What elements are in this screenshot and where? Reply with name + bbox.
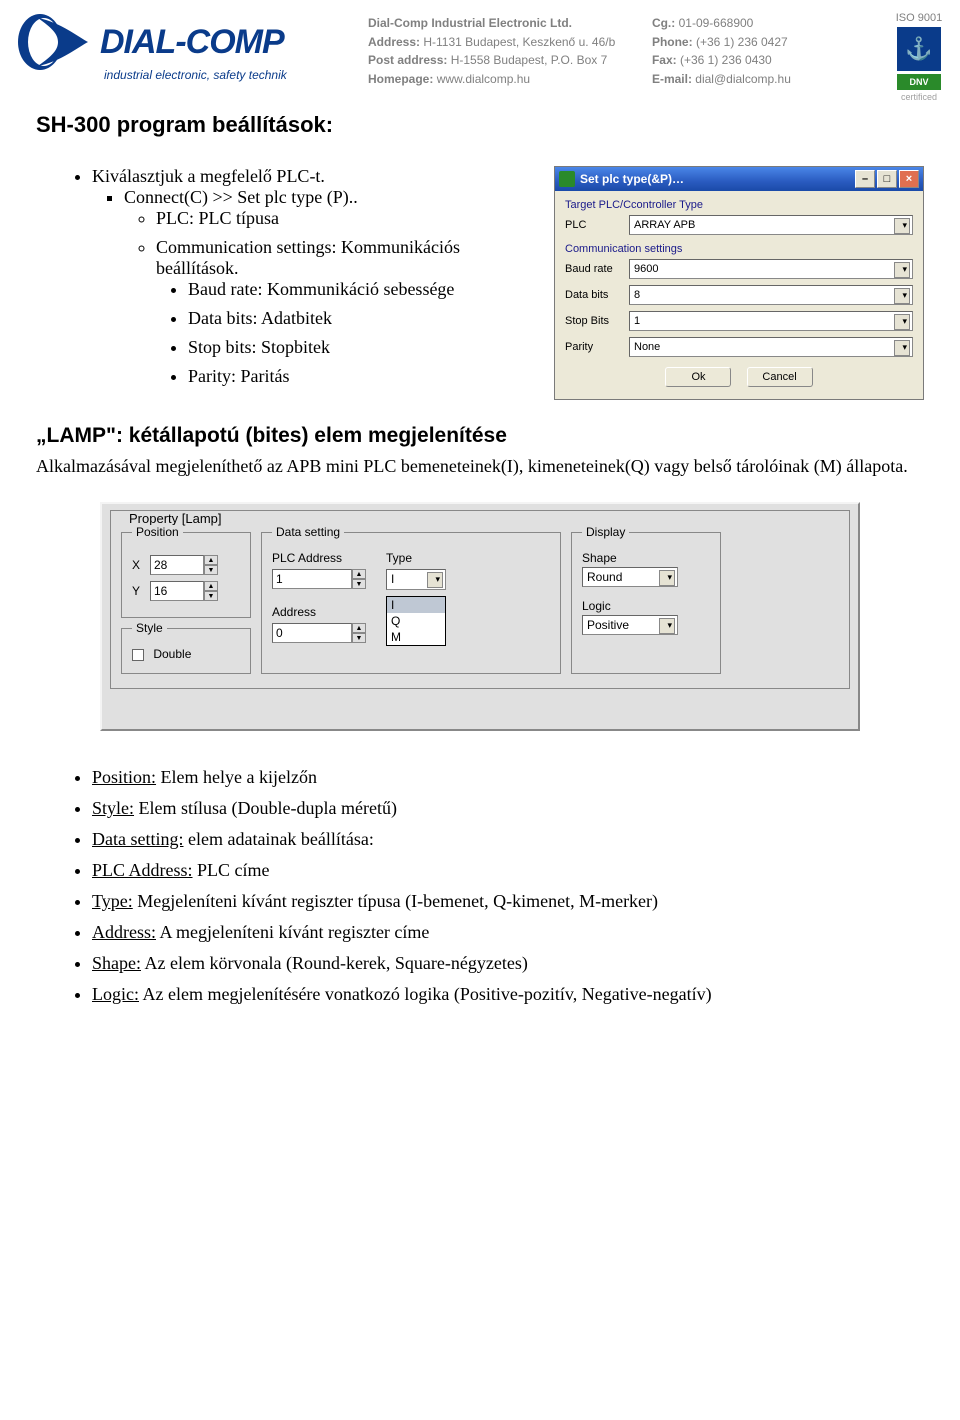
x-spinner[interactable]: ▲▼ [204, 555, 218, 575]
letterhead: DIAL-COMP industrial electronic, safety … [0, 0, 960, 108]
type-option-m[interactable]: M [387, 629, 445, 645]
parity-select[interactable]: None [629, 337, 913, 357]
logo-icon [10, 12, 90, 72]
dialog-titlebar[interactable]: Set plc type(&P)… – □ × [555, 167, 923, 191]
type-dropdown-open[interactable]: I Q M [386, 596, 446, 646]
display-legend: Display [582, 525, 629, 539]
plc-address-input[interactable]: 1 [272, 569, 352, 589]
logo-subtitle: industrial electronic, safety technik [104, 68, 350, 82]
y-spinner[interactable]: ▲▼ [204, 581, 218, 601]
stopbits-select[interactable]: 1 [629, 311, 913, 331]
desc-address: Address: A megjeleníteni kívánt regiszte… [92, 922, 924, 943]
dialog-app-icon [559, 171, 575, 187]
contact-column-1: Dial-Comp Industrial Electronic Ltd. Add… [368, 12, 634, 88]
lamp-section-desc: Alkalmazásával megjeleníthető az APB min… [36, 454, 924, 478]
plc-address-label: PLC Address [272, 551, 366, 565]
baud-label: Baud rate [565, 263, 629, 275]
address-spinner[interactable]: ▲▼ [352, 623, 366, 643]
bullet-select-plc: Kiválasztjuk a megfelelő PLC-t. Connect(… [92, 166, 540, 387]
dnv-badge: DNV [897, 74, 941, 90]
parity-label: Parity [565, 341, 629, 353]
y-label: Y [132, 584, 150, 598]
group-target-plc: Target PLC/Ccontroller Type [565, 199, 913, 211]
desc-logic: Logic: Az elem megjelenítésére vonatkozó… [92, 984, 924, 1005]
bullet-connect: Connect(C) >> Set plc type (P).. PLC: PL… [124, 187, 540, 387]
close-button[interactable]: × [899, 170, 919, 188]
dialog-title: Set plc type(&P)… [580, 172, 853, 186]
iso-label: ISO 9001 [888, 12, 950, 24]
desc-type: Type: Megjeleníteni kívánt regiszter típ… [92, 891, 924, 912]
shape-label: Shape [582, 551, 710, 565]
logic-select[interactable]: Positive [582, 615, 678, 635]
desc-plc-address: PLC Address: PLC címe [92, 860, 924, 881]
ok-button[interactable]: Ok [665, 367, 731, 387]
contact-column-2: Cg.: 01-09-668900 Phone: (+36 1) 236 042… [652, 12, 870, 88]
bullet-databits: Data bits: Adatbitek [188, 308, 540, 329]
type-select[interactable]: I [386, 569, 446, 590]
shape-select[interactable]: Round [582, 567, 678, 587]
address-label: Address [272, 605, 366, 619]
stopbits-label: Stop Bits [565, 315, 629, 327]
bullet-baud: Baud rate: Kommunikáció sebessége [188, 279, 540, 300]
double-checkbox[interactable] [132, 649, 144, 661]
plc-label: PLC [565, 219, 629, 231]
bullet-stopbits: Stop bits: Stopbitek [188, 337, 540, 358]
baud-select[interactable]: 9600 [629, 259, 913, 279]
databits-label: Data bits [565, 289, 629, 301]
data-setting-legend: Data setting [272, 525, 344, 539]
logic-label: Logic [582, 599, 710, 613]
set-plc-type-dialog: Set plc type(&P)… – □ × Target PLC/Ccont… [554, 166, 924, 400]
property-lamp-panel: Property [Lamp] Position X 28 ▲▼ Y 16 [100, 502, 860, 731]
logo-text: DIAL-COMP [100, 23, 284, 62]
x-label: X [132, 558, 150, 572]
position-legend: Position [132, 525, 183, 539]
property-description-list: Position: Elem helye a kijelzőn Style: E… [92, 767, 924, 1005]
style-legend: Style [132, 621, 167, 635]
type-label: Type [386, 551, 446, 565]
x-input[interactable]: 28 [150, 555, 204, 575]
desc-position: Position: Elem helye a kijelzőn [92, 767, 924, 788]
bullet-plc-type: PLC: PLC típusa [156, 208, 540, 229]
address-input[interactable]: 0 [272, 623, 352, 643]
certified-label: certificed [888, 92, 950, 102]
minimize-button[interactable]: – [855, 170, 875, 188]
desc-style: Style: Elem stílusa (Double-dupla méretű… [92, 798, 924, 819]
desc-data-setting: Data setting: elem adatainak beállítása: [92, 829, 924, 850]
logo-block: DIAL-COMP industrial electronic, safety … [10, 12, 350, 82]
bullet-parity: Parity: Paritás [188, 366, 540, 387]
double-label: Double [153, 647, 191, 661]
page-title: SH-300 program beállítások: [36, 112, 924, 138]
property-legend: Property [Lamp] [125, 511, 226, 526]
bullet-comm-settings: Communication settings: Kommunikációs be… [156, 237, 540, 387]
desc-shape: Shape: Az elem körvonala (Round-kerek, S… [92, 953, 924, 974]
lamp-section-title: „LAMP": kétállapotú (bites) elem megjele… [36, 424, 924, 448]
company-name: Dial-Comp Industrial Electronic Ltd. [368, 14, 634, 33]
type-option-q[interactable]: Q [387, 613, 445, 629]
cancel-button[interactable]: Cancel [747, 367, 813, 387]
iso-badge-column: ISO 9001 ⚓ DNV certificed [888, 12, 950, 102]
plc-address-spinner[interactable]: ▲▼ [352, 569, 366, 589]
maximize-button[interactable]: □ [877, 170, 897, 188]
plc-select[interactable]: ARRAY APB [629, 215, 913, 235]
type-option-i[interactable]: I [387, 597, 445, 613]
databits-select[interactable]: 8 [629, 285, 913, 305]
group-comm-settings: Communication settings [565, 243, 913, 255]
anchor-icon: ⚓ [897, 27, 941, 71]
y-input[interactable]: 16 [150, 581, 204, 601]
